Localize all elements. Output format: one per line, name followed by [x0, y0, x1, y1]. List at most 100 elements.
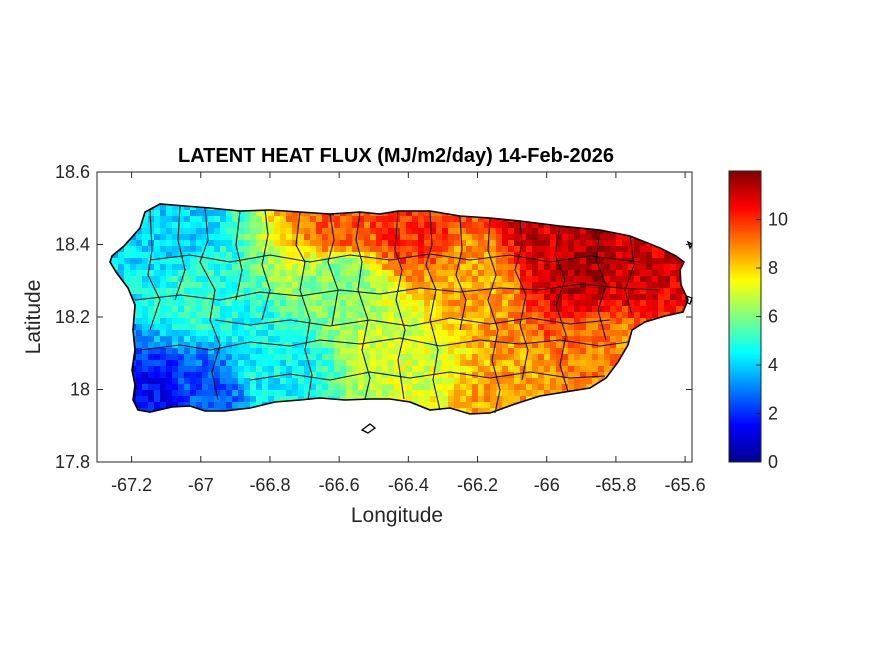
heat-cell — [232, 264, 239, 271]
heat-cell — [478, 294, 485, 301]
heat-cell — [520, 330, 527, 337]
heat-cell — [496, 324, 503, 331]
heat-cell — [388, 258, 395, 265]
heat-cell — [154, 276, 161, 283]
heat-cell — [520, 378, 527, 385]
heat-cell — [460, 282, 467, 289]
heat-cell — [394, 246, 401, 253]
heat-cell — [418, 318, 425, 325]
heat-cell — [418, 264, 425, 271]
heat-cell — [616, 342, 623, 349]
heat-cell — [244, 300, 251, 307]
heat-cell — [286, 288, 293, 295]
heat-cell — [256, 216, 263, 223]
heat-cell — [250, 318, 257, 325]
heat-cell — [394, 276, 401, 283]
heat-cell — [556, 306, 563, 313]
heat-cell — [232, 318, 239, 325]
heat-cell — [148, 402, 155, 409]
heat-cell — [376, 222, 383, 229]
heat-cell — [346, 306, 353, 313]
heat-cell — [208, 336, 215, 343]
heat-cell — [568, 228, 575, 235]
heat-cell — [220, 366, 227, 373]
heat-cell — [406, 312, 413, 319]
heat-cell — [274, 222, 281, 229]
heat-cell — [202, 264, 209, 271]
heat-cell — [298, 348, 305, 355]
heat-cell — [520, 282, 527, 289]
heat-cell — [652, 246, 659, 253]
heat-cell — [190, 228, 197, 235]
heat-cell — [304, 378, 311, 385]
heat-cell — [382, 294, 389, 301]
heat-cell — [256, 210, 263, 217]
heat-cell — [442, 294, 449, 301]
heat-cell — [376, 276, 383, 283]
heat-cell — [178, 264, 185, 271]
heat-cell — [526, 246, 533, 253]
heat-cell — [394, 312, 401, 319]
heat-cell — [238, 222, 245, 229]
heat-cell — [568, 342, 575, 349]
heat-cell — [574, 282, 581, 289]
heat-cell — [280, 240, 287, 247]
heat-cell — [286, 378, 293, 385]
heat-cell — [370, 360, 377, 367]
heat-cell — [322, 276, 329, 283]
heat-cell — [616, 258, 623, 265]
heat-cell — [436, 216, 443, 223]
heat-cell — [346, 390, 353, 397]
heat-cell — [460, 330, 467, 337]
heat-cell — [538, 294, 545, 301]
heat-cell — [352, 312, 359, 319]
heat-cell — [274, 258, 281, 265]
heat-cell — [148, 318, 155, 325]
heat-cell — [172, 216, 179, 223]
heat-cell — [250, 270, 257, 277]
heat-cell — [562, 264, 569, 271]
heat-cell — [310, 360, 317, 367]
heat-cell — [196, 252, 203, 259]
heat-cell — [598, 348, 605, 355]
heat-cell — [154, 348, 161, 355]
heat-cell — [568, 348, 575, 355]
heat-cell — [160, 354, 167, 361]
heat-cell — [406, 282, 413, 289]
heat-cell — [172, 210, 179, 217]
heat-cell — [346, 234, 353, 241]
heat-cell — [124, 282, 131, 289]
heat-cell — [196, 366, 203, 373]
heat-cell — [250, 246, 257, 253]
heat-cell — [310, 318, 317, 325]
heat-cell — [598, 372, 605, 379]
heat-cell — [472, 300, 479, 307]
heat-cell — [178, 204, 185, 211]
heat-cell — [586, 330, 593, 337]
heat-cell — [664, 306, 671, 313]
heat-cell — [568, 288, 575, 295]
heat-cell — [574, 372, 581, 379]
heat-cell — [340, 282, 347, 289]
heat-cell — [256, 246, 263, 253]
heat-cell — [124, 264, 131, 271]
heat-cell — [280, 222, 287, 229]
heat-cell — [658, 252, 665, 259]
heat-cell — [274, 360, 281, 367]
heat-cell — [118, 270, 125, 277]
heat-cell — [376, 294, 383, 301]
heat-cell — [322, 348, 329, 355]
heat-cell — [172, 270, 179, 277]
heat-cell — [274, 372, 281, 379]
heat-cell — [244, 252, 251, 259]
heat-cell — [364, 258, 371, 265]
heat-cell — [574, 270, 581, 277]
heat-cell — [328, 294, 335, 301]
heat-cell — [424, 276, 431, 283]
heat-cell — [358, 270, 365, 277]
heat-cell — [376, 270, 383, 277]
heat-cell — [358, 222, 365, 229]
heat-cell — [442, 240, 449, 247]
heat-cell — [310, 336, 317, 343]
heat-cell — [130, 294, 137, 301]
